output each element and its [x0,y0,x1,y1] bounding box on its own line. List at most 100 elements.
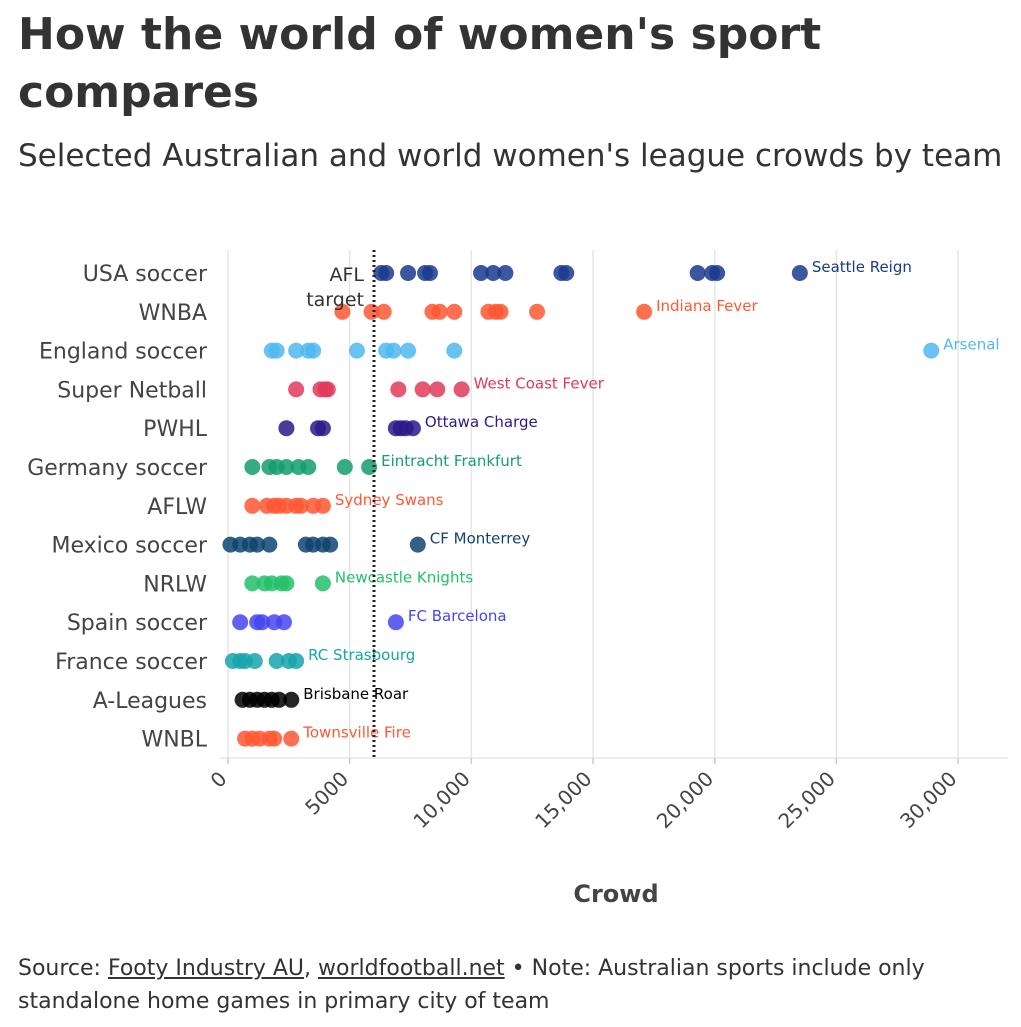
data-point-7-9 [409,536,426,553]
category-label-8: NRLW [143,572,207,597]
data-point-6-0 [244,497,261,514]
source-link-worldfootball[interactable]: worldfootball.net [318,956,505,981]
highlight-label-4: Ottawa Charge [425,413,538,431]
highlight-label-2: Arsenal [943,336,999,354]
x-tick-label-3: 15,000 [530,767,596,833]
data-point-12-4 [266,730,283,747]
category-label-10: France soccer [55,650,208,675]
data-point-10-3 [246,653,263,669]
data-point-10-6 [288,653,305,669]
data-point-0-7 [497,265,514,281]
data-point-5-3 [278,459,295,475]
data-point-5-6 [336,459,353,475]
category-label-6: AFLW [147,495,207,520]
highlight-label-6: Sydney Swans [335,491,444,509]
highlight-label-9: FC Barcelona [408,607,507,625]
data-point-3-5 [414,381,431,398]
data-point-0-5 [473,265,490,281]
data-point-2-2 [288,342,305,359]
data-point-2-1 [268,342,285,359]
category-label-0: USA soccer [83,262,208,287]
data-point-2-10 [923,342,940,359]
data-point-6-6 [293,497,309,514]
data-point-8-5 [314,575,331,592]
afl-target-label-line-0: AFL [329,264,364,286]
data-point-3-6 [429,381,446,398]
highlight-label-7: CF Monterrey [430,530,531,548]
highlight-label-3: West Coast Fever [474,374,605,392]
x-axis-title: Crowd [573,880,658,908]
data-point-1-8 [492,303,509,320]
chart-subtitle: Selected Australian and world women's le… [18,138,1003,174]
highlight-label-1: Indiana Fever [656,297,758,315]
data-point-0-2 [400,265,417,281]
category-label-11: A-Leagues [93,689,207,714]
data-point-0-12 [709,265,726,281]
highlight-label-11: Brisbane Roar [303,685,409,703]
data-point-9-5 [387,614,404,631]
highlight-label-12: Townsville Fire [302,724,411,742]
source-link-footy-industry[interactable]: Footy Industry AU [107,956,305,981]
data-point-8-4 [278,575,295,592]
category-label-7: Mexico soccer [51,534,207,559]
data-point-8-0 [244,575,261,592]
category-label-9: Spain soccer [67,611,208,636]
x-tick-label-2: 10,000 [408,767,474,833]
data-point-0-13 [791,265,808,281]
category-label-1: WNBA [139,301,207,326]
data-point-1-5 [446,303,463,320]
highlight-label-5: Eintracht Frankfurt [381,452,522,470]
data-point-12-5 [283,730,300,747]
data-point-3-4 [390,381,407,398]
data-point-6-8 [314,497,331,514]
data-point-2-5 [348,342,365,359]
category-label-2: England soccer [39,340,208,365]
data-point-1-1 [363,303,380,320]
data-point-7-3 [249,536,266,553]
data-point-10-4 [268,653,285,669]
category-label-3: Super Netball [57,378,207,403]
data-point-1-0 [334,303,351,320]
data-point-4-2 [314,420,331,437]
data-point-1-2 [375,303,392,320]
highlight-label-10: RC Strasbourg [308,646,415,664]
data-point-7-8 [322,536,339,553]
data-point-0-9 [558,265,575,281]
x-tick-label-4: 20,000 [652,767,718,833]
data-point-9-4 [275,614,292,631]
data-point-1-9 [529,303,546,320]
data-point-4-6 [404,420,421,437]
x-tick-label-6: 30,000 [895,767,961,833]
data-point-2-4 [305,342,322,359]
category-label-5: Germany soccer [27,456,208,481]
data-point-11-5 [271,691,288,708]
data-point-4-0 [278,420,295,437]
data-point-2-8 [400,342,417,359]
source-separator: , [304,956,319,981]
source-note: Source: Footy Industry AU, worldfootball… [18,952,1008,1018]
data-point-9-2 [254,614,271,631]
highlight-label-0: Seattle Reign [812,258,912,276]
source-note-text: • Note: Australian sports include only s… [18,956,925,1014]
data-point-3-3 [319,381,336,398]
data-point-1-4 [431,303,448,320]
afl-target-label-line-1: target [306,289,364,311]
data-point-3-0 [288,381,305,398]
dot-plot-chart: 0 5000 10,000 15,000 20,000 25,000 30,000 Crowd… [27,250,1008,908]
category-label-12: WNBL [141,728,207,753]
data-point-0-10 [689,265,706,281]
data-point-2-9 [446,342,463,359]
data-point-11-6 [283,691,300,708]
data-point-7-4 [261,536,278,553]
category-label-4: PWHL [143,417,208,442]
chart-title: How the world of women's sport compares [18,9,822,118]
x-tick-label-5: 25,000 [773,767,839,833]
data-point-9-0 [232,614,249,631]
data-point-0-1 [378,265,395,281]
data-point-5-0 [244,459,261,475]
data-point-3-7 [453,381,470,398]
data-point-1-10 [636,303,653,320]
data-point-5-5 [300,459,317,475]
data-point-2-7 [385,342,402,359]
data-point-0-6 [485,265,502,281]
